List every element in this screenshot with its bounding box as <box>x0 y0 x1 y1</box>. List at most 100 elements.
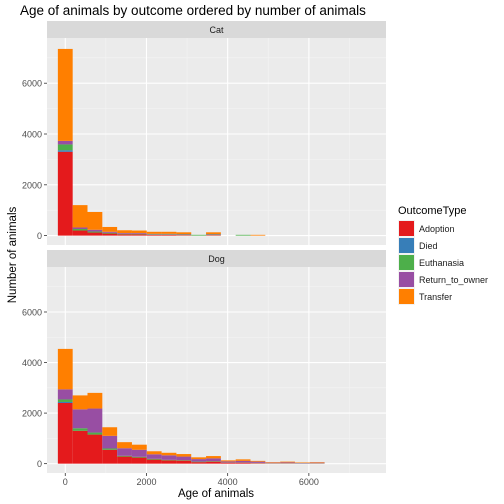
bar-segment-adoption <box>235 462 251 464</box>
legend-label: Return_to_owner <box>419 275 488 285</box>
bar-segment-return-to-owner <box>161 233 177 235</box>
facet-strip <box>47 21 386 38</box>
legend-label: Euthanasia <box>419 258 464 268</box>
bar-segment-euthanasia <box>131 456 147 458</box>
bar-segment-euthanasia <box>161 234 177 235</box>
x-tick-label: 4000 <box>218 477 238 487</box>
legend-label: Transfer <box>419 292 452 302</box>
bar-segment-transfer <box>57 348 73 390</box>
bar-segment-transfer <box>161 231 177 234</box>
chart-title: Age of animals by outcome ordered by num… <box>20 3 366 18</box>
bar-segment-euthanasia <box>176 234 192 236</box>
bar-segment-transfer <box>146 231 162 234</box>
bar-segment-adoption <box>191 462 207 464</box>
bar-segment-euthanasia <box>235 234 251 236</box>
bar-segment-transfer <box>117 230 132 234</box>
bar-segment-adoption <box>117 234 132 236</box>
bar-segment-euthanasia <box>72 228 88 231</box>
bar-segment-return-to-owner <box>309 462 325 464</box>
y-tick-label: 6000 <box>22 79 42 89</box>
x-axis: 0 2000 4000 6000 <box>63 473 319 487</box>
bar-segment-euthanasia <box>57 144 73 151</box>
legend: OutcomeType Adoption Died Euthanasia Return… <box>398 205 488 305</box>
bar-segment-euthanasia <box>102 232 118 234</box>
bar-segment-return-to-owner <box>206 234 221 235</box>
bar-segment-euthanasia <box>146 234 162 235</box>
bar-segment-transfer <box>87 211 103 230</box>
bar-segment-transfer <box>280 461 295 463</box>
bar-segment-euthanasia <box>206 234 221 236</box>
bar-segment-died <box>57 401 73 403</box>
bar-segment-return-to-owner <box>146 454 162 459</box>
bar-segment-adoption <box>102 449 118 464</box>
y-tick-label: 0 <box>37 231 42 241</box>
bar-segment-adoption <box>72 430 88 464</box>
bar-segment-transfer <box>117 442 132 449</box>
bar-segment-return-to-owner <box>57 389 73 400</box>
bar-segment-transfer <box>146 451 162 455</box>
x-tick-label: 0 <box>63 477 68 487</box>
y-tick-label: 4000 <box>22 358 42 368</box>
bar-segment-transfer <box>250 460 266 462</box>
bar-segment-adoption <box>131 457 147 464</box>
bar-segment-adoption <box>131 234 147 236</box>
bar-segment-return-to-owner <box>102 231 118 233</box>
bar-segment-return-to-owner <box>176 234 192 235</box>
bar-segment-euthanasia <box>191 234 207 236</box>
bar-segment-return-to-owner <box>117 448 132 456</box>
bar-segment-adoption <box>117 456 132 464</box>
bar-segment-transfer <box>235 459 251 461</box>
bar-segment-transfer <box>161 452 177 456</box>
bar-segment-died <box>57 150 73 152</box>
bar-segment-adoption <box>102 233 118 236</box>
bar-segment-euthanasia <box>206 461 221 462</box>
bar-segment-return-to-owner <box>102 435 118 449</box>
bar-segment-adoption <box>72 230 88 236</box>
bar-segment-euthanasia <box>57 399 73 402</box>
bar-segment-return-to-owner <box>87 229 103 232</box>
legend-label: Adoption <box>419 224 455 234</box>
bar-segment-return-to-owner <box>176 456 192 461</box>
bar-segment-transfer <box>294 462 310 463</box>
facet-panel-cat: Cat 0 2000 4000 6000 <box>22 21 386 245</box>
bar-segment-transfer <box>57 48 73 141</box>
bar-segment-return-to-owner <box>206 458 221 462</box>
x-tick-label: 2000 <box>136 477 156 487</box>
legend-swatch-died <box>399 238 414 253</box>
bar-segment-transfer <box>250 234 266 236</box>
bar-segment-transfer <box>87 392 103 409</box>
facet-strip <box>47 250 386 267</box>
bar-segment-return-to-owner <box>72 409 88 429</box>
bar-segment-adoption <box>87 434 103 464</box>
bar-segment-adoption <box>146 459 162 464</box>
bar-segment-euthanasia <box>117 233 132 235</box>
bar-segment-return-to-owner <box>161 455 177 460</box>
bar-segment-transfer <box>176 232 192 235</box>
facet-strip-label: Dog <box>208 254 225 264</box>
bar-segment-transfer <box>131 444 147 450</box>
bar-segment-adoption <box>146 234 162 236</box>
bar-segment-return-to-owner <box>72 227 88 229</box>
bar-segment-transfer <box>72 395 88 410</box>
bar-segment-adoption <box>161 460 177 464</box>
legend-swatch-transfer <box>399 289 414 304</box>
bar-segment-euthanasia <box>176 460 192 461</box>
bar-segment-euthanasia <box>161 459 177 461</box>
bar-segment-transfer <box>102 427 118 436</box>
legend-swatch-euthanasia <box>399 255 414 270</box>
bar-segment-adoption <box>220 462 236 464</box>
bar-segment-return-to-owner <box>294 462 310 464</box>
bar-segment-return-to-owner <box>235 460 251 463</box>
bar-segment-euthanasia <box>117 455 132 457</box>
bar-segment-adoption <box>87 232 103 236</box>
bar-segment-transfer <box>220 460 236 462</box>
facet-panels: Cat 0 2000 4000 6000 Dog 0 2000 4000 6000 <box>22 21 386 473</box>
bar-segment-transfer <box>102 226 118 232</box>
bar-segment-euthanasia <box>131 233 147 235</box>
legend-label: Died <box>419 241 438 251</box>
bar-segment-return-to-owner <box>265 462 281 464</box>
x-axis-label: Age of animals <box>178 488 254 500</box>
bar-segment-return-to-owner <box>87 408 103 433</box>
bar-segment-adoption <box>57 402 73 464</box>
